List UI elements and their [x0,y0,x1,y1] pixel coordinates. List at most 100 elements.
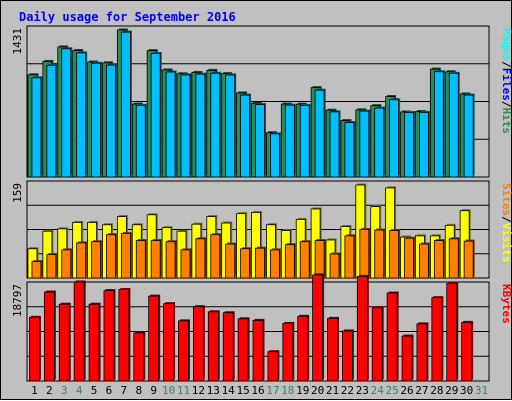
bar-sites [150,240,161,279]
bar-files [225,74,236,178]
x-tick-label: 12 [192,384,205,397]
x-tick-label: 10 [162,384,175,397]
x-tick-label: 29 [445,384,458,397]
series-sites [31,227,475,279]
x-axis-labels: 1 2 3 4 5 6 7 8 9 10 11 12 13 14 15 16 17 18 19 20 21 22 23 24 2… [31,384,488,397]
bar-kbytes [43,291,55,382]
x-tick-label: 5 [91,384,98,397]
bar-files [419,111,429,178]
bar-files [284,104,295,178]
bar-sites [299,241,310,279]
bar-files [329,111,340,178]
bar-kbytes [222,312,234,382]
bar-sites [419,243,429,279]
bar-files [135,105,146,178]
x-tick-label: 15 [236,384,249,397]
bar-kbytes [312,274,324,382]
bar-files [374,107,385,178]
bar-files [433,71,444,178]
x-tick-label: 14 [222,384,236,397]
x-tick-label: 30 [460,384,473,397]
bar-kbytes [88,303,100,382]
bar-sites [329,253,340,279]
bar-files [359,110,370,178]
x-tick-label: 25 [386,384,399,397]
x-tick-label: 26 [400,384,413,397]
legend-bottom: KBytes [500,284,512,324]
legend-part: Files [500,68,512,101]
bar-files [299,105,310,178]
y-max-label-bottom: 18797 [11,284,24,317]
x-tick-label: 4 [76,384,83,397]
bar-kbytes [327,317,338,382]
legend-part: Visits [500,223,512,263]
bar-files [344,122,355,178]
y-max-label-top: 1431 [11,28,24,55]
bar-files [270,133,280,178]
x-tick-label: 8 [135,384,142,397]
bar-kbytes [342,330,353,382]
bar-kbytes [148,295,160,382]
bar-sites [165,241,176,279]
bar-sites [106,234,116,279]
x-tick-label: 20 [311,384,324,397]
bar-kbytes [237,318,249,382]
legend-part: Hits [500,108,512,135]
bar-kbytes [58,303,70,382]
x-tick-label: 31 [475,384,488,397]
bar-sites [433,240,444,279]
x-tick-label: 6 [106,384,113,397]
bar-kbytes [192,306,204,382]
bar-sites [195,238,206,279]
series-files [31,30,475,178]
bar-sites [240,248,250,279]
x-tick-label: 2 [46,384,53,397]
bar-sites [389,230,400,279]
bar-kbytes [461,321,473,382]
x-tick-label: 28 [430,384,443,397]
x-tick-label: 7 [121,384,128,397]
x-tick-label: 23 [356,384,369,397]
bar-sites [255,247,265,279]
bar-kbytes [401,335,413,382]
bar-kbytes [446,283,458,382]
bar-kbytes [133,332,145,382]
panel-middle: 159 Sites/Visits [11,180,512,279]
bar-kbytes [163,303,174,382]
bar-sites [448,238,459,279]
legend-middle: Sites/Visits [500,183,512,263]
bar-files [314,89,325,178]
bar-kbytes [416,323,428,382]
bar-files [180,74,191,178]
bar-sites [404,237,414,279]
series-kbytes [29,273,474,382]
bar-files [165,71,176,178]
x-tick-label: 19 [296,384,309,397]
x-tick-label: 3 [61,384,68,397]
x-tick-label: 24 [371,384,385,397]
x-tick-label: 1 [31,384,38,397]
bar-files [240,94,250,178]
bar-kbytes [267,351,279,382]
legend-part: / [500,216,512,223]
legend-part: / [500,101,512,108]
bar-sites [46,254,57,279]
bar-kbytes [386,292,398,382]
bar-kbytes [207,311,219,382]
bar-sites [359,229,370,279]
bar-sites [180,249,191,279]
bar-files [31,77,42,178]
chart-title: Daily usage for September 2016 [19,10,236,24]
bar-sites [314,240,325,279]
bar-sites [270,249,280,279]
panel-bottom: 18797 KBytes [11,273,512,382]
x-tick-label: 27 [415,384,428,397]
x-tick-label: 11 [177,384,190,397]
bar-sites [135,240,146,279]
bar-kbytes [29,316,40,382]
panel-top: 1431 Pages/Files/Hits [11,25,512,178]
bar-sites [374,229,385,279]
bar-sites [225,243,236,279]
bar-kbytes [118,289,130,382]
